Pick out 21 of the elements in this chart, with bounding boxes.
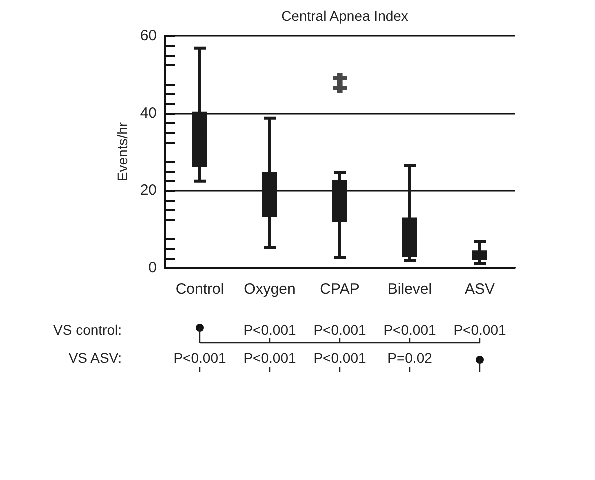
text: VS ASV: (68, 350, 122, 366)
y-tick-label: 40 (140, 104, 157, 122)
x-tick-label: Bilevel (388, 281, 432, 298)
text: P<0.001 (454, 322, 506, 338)
text: P<0.001 (244, 322, 296, 338)
text: VS control: (54, 322, 122, 338)
y-tick-label: 60 (140, 28, 157, 44)
y-axis-title: Events/hr (114, 122, 130, 182)
text: P<0.001 (314, 350, 366, 366)
y-tick-label: 20 (140, 182, 157, 200)
text: P<0.001 (314, 322, 366, 338)
text: P<0.001 (384, 322, 436, 338)
x-tick-label: ASV (464, 281, 496, 298)
text: P=0.02 (388, 350, 433, 366)
text: P<0.001 (244, 350, 296, 366)
x-tick-label: Control (176, 281, 224, 298)
chart-title: Central Apnea Index (282, 8, 408, 24)
x-tick-label: Oxygen (244, 281, 296, 298)
y-tick-label: 0 (148, 260, 157, 276)
text: P<0.001 (174, 350, 226, 366)
x-tick-label: CPAP (320, 281, 360, 298)
